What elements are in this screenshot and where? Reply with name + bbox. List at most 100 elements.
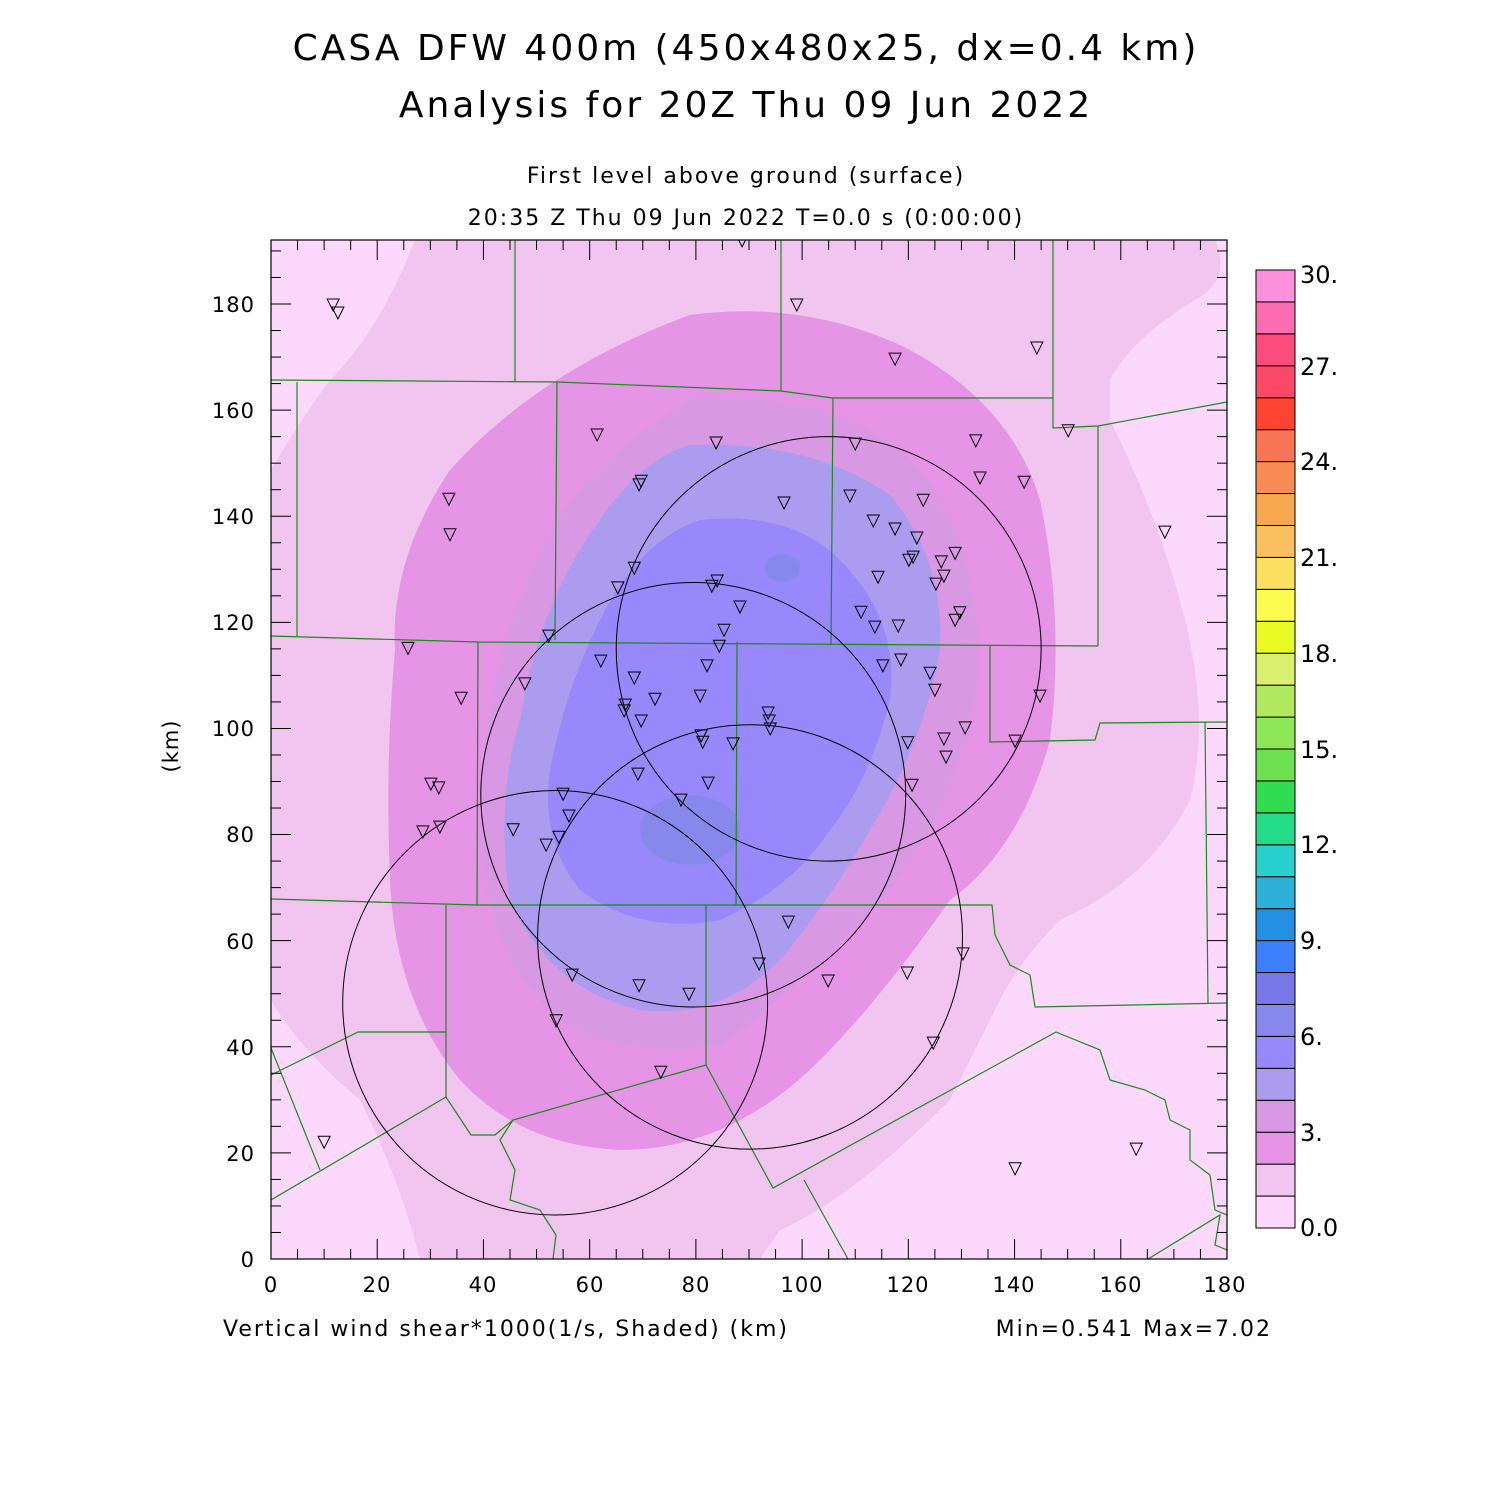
colorbar-label: 9. [1300,927,1323,955]
colorbar-swatch [1255,940,1296,974]
station-marker-icon [539,838,553,853]
station-marker-icon [549,1014,564,1028]
station-marker-icon [562,809,576,824]
station-marker-icon [443,528,457,542]
station-marker-icon [939,750,953,765]
colorbar-swatch [1255,844,1296,878]
station-marker-icon [317,1135,331,1150]
station-marker-icon [331,306,345,321]
colorbar-label: 3. [1300,1119,1323,1147]
station-marker-icon [541,629,556,644]
station-marker-icon [902,553,916,568]
x-tick-label: 160 [1099,1273,1142,1297]
station-marker-icon [763,722,778,737]
x-tick-label: 120 [886,1273,929,1297]
station-marker-icon [632,478,646,493]
station-marker-icon [937,732,951,747]
y-tick-label: 80 [226,823,255,847]
colorbar-swatch [1255,908,1296,942]
station-marker-icon [454,691,468,706]
chart-time: 20:35 Z Thu 09 Jun 2022 T=0.0 s (0:00:00… [468,206,1024,231]
station-marker-icon [888,352,902,367]
station-marker-icon [848,437,863,452]
colorbar-swatch [1255,1035,1296,1069]
station-marker-icon [905,778,919,793]
station-marker-icon [617,704,631,719]
station-marker-icon [948,613,962,628]
station-marker-icon [910,531,924,546]
station-marker-icon [1158,525,1172,540]
station-markers [317,240,1172,1176]
station-marker-icon [627,561,642,576]
colorbar-swatch [1255,748,1296,782]
colorbar-swatch [1255,972,1296,1005]
station-marker-icon [781,915,796,930]
station-marker-icon [717,623,731,638]
station-marker-icon [876,659,890,673]
station-marker-icon [701,776,715,791]
colorbar-swatch [1255,1099,1296,1133]
station-marker-icon [868,620,882,635]
station-marker-icon [695,735,710,750]
shaded-field [271,240,1227,1259]
station-marker-icon [1008,734,1022,749]
station-marker-icon [693,689,707,704]
station-marker-icon [762,714,776,729]
station-marker-icon [934,555,949,569]
colorbar-swatch [1255,716,1296,750]
chart-title-line2: Analysis for 20Z Thu 09 Jun 2022 [399,85,1093,126]
station-marker-icon [916,493,931,508]
station-marker-icon [929,577,943,592]
x-tick-label: 20 [363,1273,392,1297]
x-tick-label: 40 [469,1273,498,1297]
station-marker-icon [648,692,662,707]
station-marker-icon [854,605,868,620]
station-marker-icon [632,979,646,993]
station-marker-icon [738,240,747,248]
station-marker-icon [682,987,696,1002]
station-marker-icon [433,820,447,835]
station-marker-icon [761,706,775,721]
colorbar-swatch [1255,1131,1296,1165]
field-level-5 [548,518,892,924]
station-marker-icon [1033,689,1047,704]
station-marker-icon [611,581,625,595]
colorbar-swatch [1255,429,1296,463]
station-marker-icon [1017,475,1031,490]
colorbar-label: 24. [1300,448,1338,476]
station-marker-icon [1030,341,1044,356]
x-tick-label: 0 [264,1273,278,1297]
station-marker-icon [733,600,747,615]
station-marker-icon [326,298,340,313]
station-marker-icon [726,737,740,751]
colorbar-swatch [1255,524,1296,558]
chart-subtitle: First level above ground (surface) [527,164,965,189]
station-marker-icon [556,787,570,802]
colorbar-swatch [1255,1003,1296,1037]
field-level-6 [764,554,800,582]
x-tick-label: 80 [682,1273,711,1297]
station-marker-icon [789,298,804,313]
station-marker-icon [821,974,835,989]
station-marker-icon [674,793,688,808]
colorbar-swatch [1255,301,1296,335]
station-marker-icon [958,721,972,736]
station-marker-icon [565,968,579,983]
station-marker-icon [710,574,724,589]
x-axis-labels: 0 20 40 60 80 100 120 140 160 180 [264,1273,1246,1297]
station-marker-icon [777,496,791,511]
station-marker-icon [416,825,430,840]
colorbar-label: 27. [1300,353,1338,381]
station-marker-icon [654,1065,668,1080]
station-marker-icon [894,653,908,668]
station-marker-icon [843,489,857,504]
colorbar-labels: 0.0 3. 6. 9. 12. 15. 18. 21. 24. 27. 30. [1300,261,1338,1242]
station-marker-icon [432,781,446,795]
station-marker-icon [923,666,937,681]
colorbar-swatch [1255,333,1296,367]
station-marker-icon [973,471,987,486]
station-marker-icon [627,671,642,686]
colorbar-label: 0.0 [1300,1214,1338,1242]
station-marker-icon [1008,1162,1022,1176]
